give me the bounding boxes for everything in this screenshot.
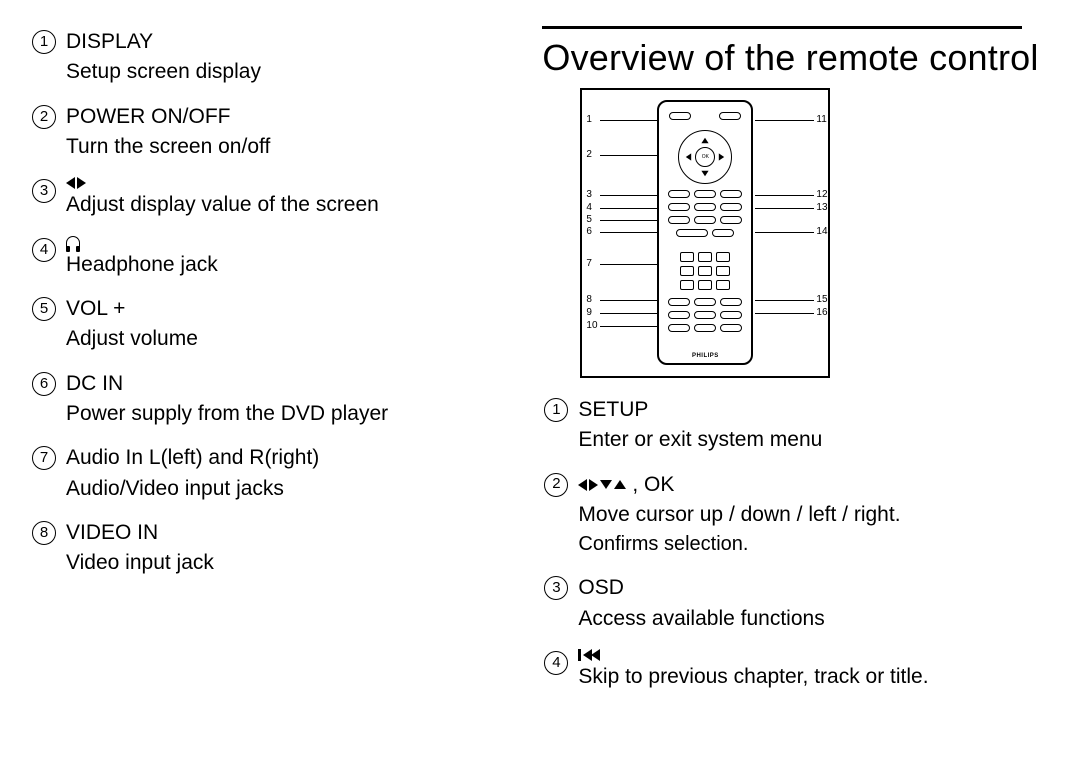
item-label: DC IN	[66, 370, 490, 398]
lead-number: 10	[586, 321, 597, 331]
item-desc: Power supply from the DVD player	[66, 400, 490, 428]
item-number: 4	[544, 651, 568, 675]
item-desc: Move cursor up / down / left / right.	[578, 501, 1052, 529]
lead-number: 8	[586, 295, 592, 305]
lead-number: 14	[816, 227, 827, 237]
item-desc: Adjust volume	[66, 325, 490, 353]
list-item: 6 DC INPower supply from the DVD player	[32, 370, 490, 429]
list-item: 4 Headphone jack	[32, 236, 490, 279]
dpad: OK	[678, 130, 732, 184]
item-label	[66, 236, 490, 249]
device-controls-list: 1 DISPLAYSetup screen display 2 POWER ON/OF…	[30, 28, 490, 578]
skip-previous-icon	[578, 649, 600, 661]
section-title: Overview of the remote control	[542, 39, 1052, 78]
lead-number: 1	[586, 115, 592, 125]
item-desc: Headphone jack	[66, 251, 490, 279]
list-item: 8 VIDEO INVideo input jack	[32, 519, 490, 578]
remote-body: OK PHILIPS	[657, 100, 753, 365]
lead-number: 5	[586, 215, 592, 225]
item-number: 7	[32, 446, 56, 470]
list-item: 1 SETUPEnter or exit system menu	[544, 396, 1052, 455]
item-number: 1	[544, 398, 568, 422]
left-column: 1 DISPLAYSetup screen display 2 POWER ON/OF…	[0, 0, 518, 766]
item-label: Audio In L(left) and R(right)	[66, 444, 490, 472]
item-label	[578, 649, 1052, 661]
item-number: 5	[32, 297, 56, 321]
item-number: 2	[544, 473, 568, 497]
lead-number: 13	[816, 203, 827, 213]
item-label	[66, 177, 490, 189]
list-item: 1 DISPLAYSetup screen display	[32, 28, 490, 87]
lead-number: 4	[586, 203, 592, 213]
item-number: 2	[32, 105, 56, 129]
remote-controls-list: 1 SETUPEnter or exit system menu 2 , OKMove…	[542, 396, 1052, 691]
lead-number: 15	[816, 295, 827, 305]
lead-number: 2	[586, 150, 592, 160]
lead-number: 7	[586, 259, 592, 269]
lead-number: 12	[816, 190, 827, 200]
item-desc: Skip to previous chapter, track or title…	[578, 663, 1052, 691]
lead-number: 16	[816, 308, 827, 318]
arrows-icon	[578, 479, 626, 491]
left-right-icon	[66, 177, 86, 189]
lead-number: 6	[586, 227, 592, 237]
item-label: VOL +	[66, 295, 490, 323]
item-label: SETUP	[578, 396, 1052, 424]
list-item: 3 OSD Access available functions	[544, 574, 1052, 633]
headphone-icon	[66, 236, 80, 249]
right-column: Overview of the remote control OK	[518, 0, 1080, 766]
list-item: 4 Skip to previous chapter, track or titl…	[544, 649, 1052, 691]
item-desc: Enter or exit system menu	[578, 426, 1052, 454]
item-label: OSD	[578, 574, 1052, 602]
ok-button: OK	[695, 147, 715, 167]
item-number: 3	[32, 179, 56, 203]
item-desc: Access available functions	[578, 605, 1052, 633]
item-label: , OK	[578, 471, 1052, 499]
remote-brand: PHILIPS	[659, 353, 751, 359]
item-desc: Video input jack	[66, 549, 490, 577]
section-rule	[542, 26, 1022, 29]
list-item: 2 , OKMove cursor up / down / left / righ…	[544, 471, 1052, 559]
list-item: 5 VOL +Adjust volume	[32, 295, 490, 354]
item-desc: Adjust display value of the screen	[66, 191, 490, 219]
item-number: 8	[32, 521, 56, 545]
item-number: 4	[32, 238, 56, 262]
item-desc: Confirms selection.	[578, 531, 1052, 558]
item-number: 3	[544, 576, 568, 600]
item-label: DISPLAY	[66, 28, 490, 56]
lead-number: 3	[586, 190, 592, 200]
item-desc: Turn the screen on/off	[66, 133, 490, 161]
item-desc: Setup screen display	[66, 58, 490, 86]
list-item: 3 Adjust display value of the screen	[32, 177, 490, 219]
item-label: POWER ON/OFF	[66, 103, 490, 131]
list-item: 7 Audio In L(left) and R(right) Audio/Vide…	[32, 444, 490, 503]
item-label: VIDEO IN	[66, 519, 490, 547]
list-item: 2 POWER ON/OFFTurn the screen on/off	[32, 103, 490, 162]
item-number: 1	[32, 30, 56, 54]
item-number: 6	[32, 372, 56, 396]
remote-diagram: OK PHILIPS 12345678910111213141516	[580, 88, 830, 378]
lead-number: 9	[586, 308, 592, 318]
lead-number: 11	[816, 115, 826, 125]
item-desc: Audio/Video input jacks	[66, 475, 490, 503]
